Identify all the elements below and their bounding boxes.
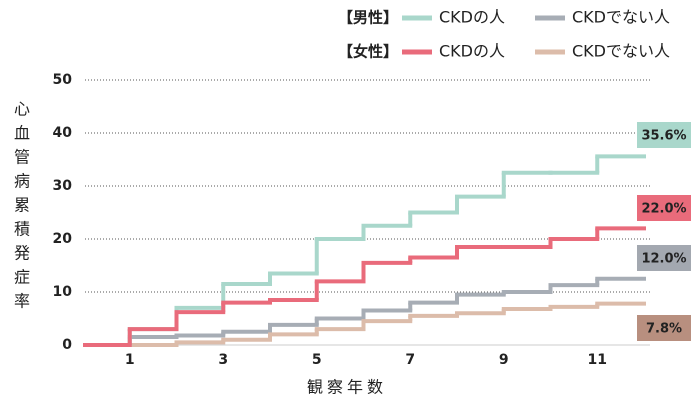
x-tick-label: 7 bbox=[405, 352, 415, 368]
y-axis-label-char: 発 bbox=[14, 244, 30, 263]
x-tick-label: 3 bbox=[218, 352, 228, 368]
x-tick-label: 11 bbox=[588, 352, 607, 368]
end-label: 7.8% bbox=[646, 322, 682, 337]
end-label: 12.0% bbox=[641, 252, 686, 267]
x-tick-label: 9 bbox=[499, 352, 509, 368]
y-axis-label-char: 病 bbox=[14, 172, 30, 191]
y-tick-label: 40 bbox=[53, 125, 73, 141]
y-axis-label-char: 積 bbox=[14, 220, 30, 239]
x-tick-label: 1 bbox=[125, 352, 135, 368]
y-axis-label-char: 管 bbox=[14, 148, 30, 167]
y-axis-label-char: 率 bbox=[14, 292, 30, 311]
end-label: 35.6% bbox=[641, 129, 686, 144]
y-tick-label: 10 bbox=[53, 284, 73, 300]
end-label-box bbox=[637, 122, 691, 148]
x-tick-label: 5 bbox=[312, 352, 322, 368]
legend-label: CKDでない人 bbox=[572, 8, 670, 27]
end-label-box bbox=[637, 245, 691, 271]
y-axis-label-char: 血 bbox=[14, 124, 30, 143]
x-axis-label: 観察年数 bbox=[307, 378, 387, 397]
legend-group: 【男性】 bbox=[338, 9, 398, 27]
y-tick-label: 50 bbox=[53, 72, 73, 88]
end-label-box bbox=[637, 195, 691, 221]
y-tick-label: 0 bbox=[62, 337, 72, 353]
end-label-box bbox=[637, 315, 691, 341]
y-axis-label-char: 症 bbox=[14, 268, 30, 287]
y-axis-label-char: 心 bbox=[14, 100, 30, 119]
y-tick-label: 20 bbox=[53, 231, 73, 247]
legend-group: 【女性】 bbox=[338, 43, 398, 61]
legend-label: CKDの人 bbox=[439, 42, 505, 61]
y-tick-label: 30 bbox=[53, 178, 73, 194]
series bbox=[83, 276, 646, 347]
legend-label: CKDでない人 bbox=[572, 42, 670, 61]
series bbox=[83, 226, 646, 347]
legend-label: CKDの人 bbox=[439, 8, 505, 27]
y-axis-label-char: 累 bbox=[14, 196, 30, 215]
end-label: 22.0% bbox=[641, 202, 686, 217]
